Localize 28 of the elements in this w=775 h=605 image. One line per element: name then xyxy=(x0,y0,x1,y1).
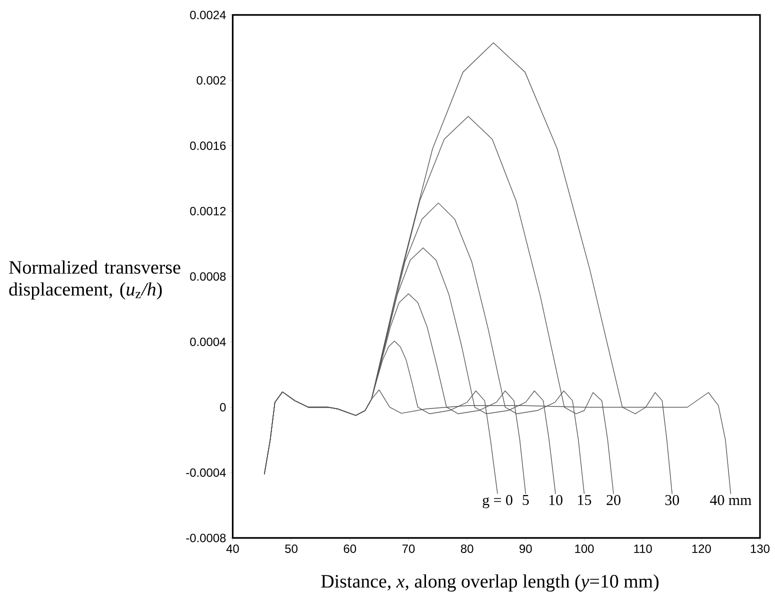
series-label: 40 mm xyxy=(710,495,752,506)
series-label: 30 xyxy=(665,495,680,506)
series-label: g = 0 xyxy=(482,495,512,508)
y-tick-label: 0.002 xyxy=(196,76,226,85)
x-axis-title: Distance, x, along overlap length (y=10 mm) xyxy=(321,574,659,592)
series-label: 10 xyxy=(549,495,562,506)
x-tick-label: 60 xyxy=(344,544,356,553)
x-tick-label: 50 xyxy=(285,544,298,553)
x-tick-label: 110 xyxy=(634,544,652,553)
y-tick-label: 0.0016 xyxy=(190,142,226,150)
series-label: 15 xyxy=(578,495,592,506)
series-label: 5 xyxy=(522,495,529,505)
y-tick-label: 0.0024 xyxy=(190,10,226,20)
y-tick-label: 0.0012 xyxy=(190,206,226,216)
y-axis-title: Normalized transverse displacement, (u$_{z}$/h) xyxy=(9,260,180,300)
y-tick-label: 0.0004 xyxy=(190,338,226,346)
x-tick-label: 90 xyxy=(520,544,532,553)
y-tick-label: -0.0004 xyxy=(186,468,226,477)
y-tick-label: 0.0008 xyxy=(190,272,226,281)
x-tick-label: 80 xyxy=(460,544,474,553)
y-tick-label: -0.0008 xyxy=(186,534,226,542)
x-tick-label: 100 xyxy=(575,544,594,553)
y-tick-label: 0 xyxy=(220,403,226,412)
x-tick-label: 130 xyxy=(750,544,770,553)
x-tick-label: 120 xyxy=(692,544,711,553)
x-tick-label: 40 xyxy=(226,544,239,553)
series-label: 20 xyxy=(606,495,620,506)
x-tick-label: 70 xyxy=(402,544,415,553)
